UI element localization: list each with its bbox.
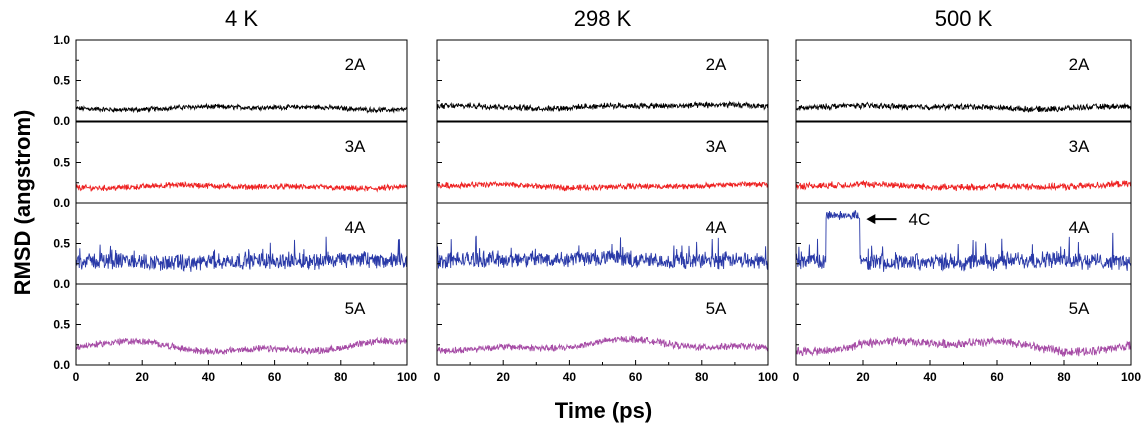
column-title-4-k: 4 K	[225, 6, 258, 31]
trace-298-k-5a	[436, 335, 769, 355]
panel-label-500-k-3a: 3A	[1069, 137, 1090, 156]
panel-frame-4-k-4a	[75, 202, 408, 285]
annotation-label-4c: 4C	[909, 210, 931, 229]
trace-4-k-4a	[75, 236, 408, 272]
x-tick-label: 0	[434, 370, 441, 384]
x-tick-label: 40	[202, 370, 216, 384]
x-tick-label: 60	[268, 370, 282, 384]
y-tick-label: 0.0	[53, 114, 70, 128]
panel-frame-298-k-5a	[436, 283, 769, 366]
y-tick-label: 0.5	[53, 318, 70, 332]
x-tick-label: 20	[856, 370, 870, 384]
panel-label-500-k-2a: 2A	[1069, 55, 1090, 74]
x-tick-label: 100	[758, 370, 778, 384]
trace-4-k-2a	[75, 102, 408, 114]
x-tick-label: 100	[1121, 370, 1141, 384]
x-tick-label: 0	[73, 370, 80, 384]
panel-label-298-k-4a: 4A	[706, 218, 727, 237]
column-title-500-k: 500 K	[935, 6, 993, 31]
x-tick-label: 0	[793, 370, 800, 384]
trace-500-k-4a	[795, 210, 1132, 272]
y-axis-title: RMSD (angstrom)	[10, 110, 35, 296]
panel-label-4-k-5a: 5A	[345, 299, 366, 318]
panel-label-500-k-5a: 5A	[1069, 299, 1090, 318]
y-tick-label: 0.0	[53, 196, 70, 210]
panel-label-4-k-3a: 3A	[345, 137, 366, 156]
trace-500-k-5a	[795, 335, 1132, 358]
x-axis-title: Time (ps)	[555, 398, 652, 423]
x-tick-label: 60	[990, 370, 1004, 384]
x-tick-label: 80	[695, 370, 709, 384]
panel-label-298-k-5a: 5A	[706, 299, 727, 318]
panel-label-500-k-4a: 4A	[1069, 218, 1090, 237]
x-tick-label: 20	[136, 370, 150, 384]
y-tick-label: 0.5	[53, 237, 70, 251]
trace-500-k-3a	[795, 179, 1132, 192]
panel-frame-500-k-3a	[795, 121, 1132, 204]
trace-4-k-3a	[75, 180, 408, 193]
panel-frame-298-k-3a	[436, 121, 769, 204]
y-tick-label: 0.0	[53, 277, 70, 291]
x-tick-label: 80	[1057, 370, 1071, 384]
trace-500-k-2a	[795, 101, 1132, 113]
x-tick-label: 80	[334, 370, 348, 384]
column-title-298-k: 298 K	[574, 6, 632, 31]
y-tick-label: 0.5	[53, 74, 70, 88]
annotation-arrow-head	[866, 214, 876, 225]
trace-298-k-2a	[436, 100, 769, 113]
panel-label-4-k-2a: 2A	[345, 55, 366, 74]
y-tick-label: 1.0	[53, 33, 70, 47]
x-tick-label: 20	[497, 370, 511, 384]
x-tick-label: 40	[563, 370, 577, 384]
x-tick-label: 60	[629, 370, 643, 384]
trace-298-k-4a	[436, 235, 769, 270]
x-tick-label: 100	[397, 370, 417, 384]
panel-label-4-k-4a: 4A	[345, 218, 366, 237]
panel-frame-4-k-5a	[75, 283, 408, 366]
panel-label-298-k-2a: 2A	[706, 55, 727, 74]
trace-4-k-5a	[75, 336, 408, 356]
trace-298-k-3a	[436, 180, 769, 192]
x-tick-label: 40	[923, 370, 937, 384]
y-tick-label: 0.5	[53, 156, 70, 170]
panel-label-298-k-3a: 3A	[706, 137, 727, 156]
y-tick-label: 0.0	[53, 358, 70, 372]
